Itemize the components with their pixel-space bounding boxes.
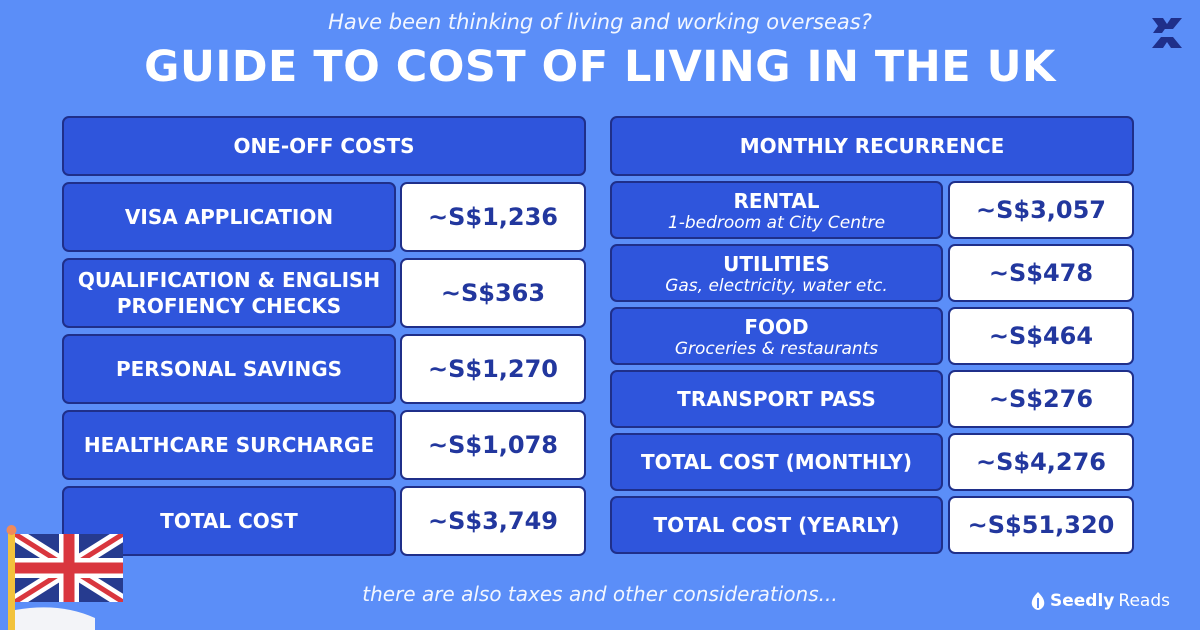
- healthcare-surcharge-label: HEALTHCARE SURCHARGE: [62, 410, 396, 480]
- qualification-checks-label: QUALIFICATION & ENGLISH PROFIENCY CHECKS: [62, 258, 396, 328]
- food-value: ~S$464: [948, 307, 1134, 365]
- food-label: FOOD Groceries & restaurants: [610, 307, 943, 365]
- rental-label: RENTAL 1-bedroom at City Centre: [610, 181, 943, 239]
- transport-pass-label: TRANSPORT PASS: [610, 370, 943, 428]
- x-logo-icon: [1152, 18, 1182, 48]
- footer-note: there are also taxes and other considera…: [362, 582, 838, 606]
- total-yearly-label: TOTAL COST (YEARLY): [610, 496, 943, 554]
- utilities-value: ~S$478: [948, 244, 1134, 302]
- total-yearly-value: ~S$51,320: [948, 496, 1134, 554]
- monthly-recurrence-heading: MONTHLY RECURRENCE: [610, 116, 1134, 176]
- brand-name-part1: Seedly: [1050, 591, 1115, 611]
- total-monthly-value: ~S$4,276: [948, 433, 1134, 491]
- personal-savings-value: ~S$1,270: [400, 334, 586, 404]
- brand-name-part2: Reads: [1118, 591, 1170, 611]
- header-subtitle: Have been thinking of living and working…: [328, 10, 872, 34]
- personal-savings-label: PERSONAL SAVINGS: [62, 334, 396, 404]
- total-monthly-label: TOTAL COST (MONTHLY): [610, 433, 943, 491]
- visa-application-label: VISA APPLICATION: [62, 182, 396, 252]
- page-title: GUIDE TO COST OF LIVING IN THE UK: [144, 42, 1056, 92]
- seedly-reads-brand[interactable]: Seedly Reads: [1030, 590, 1170, 612]
- visa-application-value: ~S$1,236: [400, 182, 586, 252]
- uk-flag-icon: [6, 525, 123, 630]
- utilities-label: UTILITIES Gas, electricity, water etc.: [610, 244, 943, 302]
- healthcare-surcharge-value: ~S$1,078: [400, 410, 586, 480]
- transport-pass-value: ~S$276: [948, 370, 1134, 428]
- one-off-costs-heading: ONE-OFF COSTS: [62, 116, 586, 176]
- one-off-total-value: ~S$3,749: [400, 486, 586, 556]
- seedly-logo-icon: [1031, 592, 1045, 610]
- rental-value: ~S$3,057: [948, 181, 1134, 239]
- qualification-checks-value: ~S$363: [400, 258, 586, 328]
